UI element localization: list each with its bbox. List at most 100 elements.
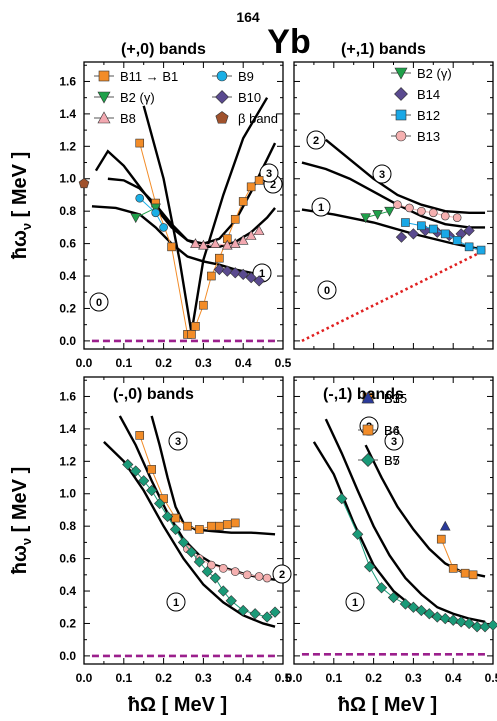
x-tick-label: 0.1 [325, 671, 342, 685]
data-point [185, 546, 198, 558]
legend-marker [361, 453, 375, 467]
series-b4 [183, 544, 272, 583]
data-point [363, 561, 376, 573]
data-point [225, 595, 237, 607]
data-point [229, 238, 241, 248]
data-point [440, 229, 450, 239]
legend-label: β band [238, 111, 278, 126]
series--band [78, 178, 90, 189]
legend-label: B13 [417, 129, 440, 144]
series-b8 [190, 225, 265, 250]
series-b11-b1 [135, 138, 264, 339]
curve-label-bubble [317, 280, 337, 300]
data-point [135, 431, 145, 440]
legend-label: B15 [384, 391, 407, 406]
x-tick-label: 0.4 [445, 671, 462, 685]
data-point [384, 206, 395, 217]
data-point [190, 238, 201, 248]
x-tick-label: 0.1 [115, 356, 132, 370]
legend-label: B5 [384, 453, 400, 468]
y-tick-label: 0.2 [59, 301, 76, 315]
data-point [222, 520, 232, 529]
curve-label-bubble [272, 564, 292, 584]
x-tick-label: 0.2 [365, 671, 382, 685]
data-point [221, 239, 233, 250]
legend-marker [395, 130, 407, 142]
curve-label: 2 [270, 179, 276, 191]
data-point [468, 570, 478, 580]
x-axis-label: ħΩ [ MeV ] [338, 694, 437, 716]
curve-label-bubble [384, 431, 404, 451]
data-point [399, 598, 412, 610]
theory-curve-1 [91, 205, 268, 279]
series-b6 [436, 534, 478, 580]
legend-label: B6 [384, 423, 400, 438]
data-point [198, 239, 209, 250]
data-point [207, 271, 216, 281]
data-point [261, 611, 273, 623]
data-point [193, 556, 206, 568]
curve-label: 2 [279, 569, 285, 581]
data-point [177, 536, 190, 549]
x-tick-label: 0.3 [195, 356, 212, 370]
legend-marker [97, 111, 111, 124]
data-point [221, 265, 233, 277]
x-tick-label: 0.2 [155, 671, 172, 685]
curve-label: 3 [175, 436, 181, 448]
legend-marker [362, 424, 374, 436]
series-b2- [130, 203, 161, 224]
data-point [153, 497, 166, 510]
panel-1: 0.0 0.1 0.2 0.3 0.4 0.5 0.0 0.2 0.4 0.6 0.8 1.0 1.2 1… [9, 41, 292, 370]
data-point [219, 564, 228, 573]
x-tick-label: 0.4 [235, 671, 252, 685]
series-b3 [135, 431, 240, 534]
data-point [352, 528, 364, 540]
legend-marker [97, 91, 111, 104]
data-point [199, 300, 208, 310]
data-point [213, 263, 225, 276]
curve-label: 1 [259, 268, 265, 280]
legend-label: B7 [384, 453, 400, 468]
x-tick-label: 0.4 [235, 356, 252, 370]
data-point [138, 475, 150, 487]
data-point [237, 604, 249, 617]
y-tick-label: 1.4 [59, 422, 76, 436]
legend-label: B11 → B1 [120, 69, 178, 84]
legend-label: B2 (γ) [417, 66, 452, 81]
legend-label: B10 [238, 90, 261, 105]
x-tick-label: 0.3 [195, 671, 212, 685]
panel-title: (-,1) bands [323, 386, 404, 403]
series-b7 [336, 492, 497, 633]
theory-curve-3 [94, 142, 277, 245]
x-tick-label: 0.3 [405, 671, 422, 685]
curve-label: 1 [352, 597, 358, 609]
curve-label: 0 [96, 297, 102, 309]
data-point [464, 242, 474, 252]
data-point [169, 523, 182, 536]
data-point [215, 253, 224, 263]
x-axis-label: ħΩ [ MeV ] [128, 694, 227, 716]
y-tick-label: 1.0 [59, 172, 76, 186]
data-point [122, 458, 134, 471]
curve-label: 3 [391, 436, 397, 448]
y-tick-label: 0.4 [59, 584, 76, 598]
data-point [269, 606, 281, 618]
legend-marker [215, 90, 229, 104]
data-point [448, 564, 458, 573]
data-point [372, 210, 383, 220]
y-tick-label: 1.6 [59, 389, 76, 403]
legend-label: B9 [238, 69, 254, 84]
data-point [360, 213, 371, 224]
data-point [455, 616, 467, 628]
data-point [245, 272, 257, 284]
data-point [405, 203, 414, 213]
y-tick-label: 0.6 [59, 237, 76, 251]
theory-curve [142, 97, 269, 333]
figure-title-mass: 164 [236, 9, 260, 25]
y-tick-label: 0.6 [59, 552, 76, 566]
data-point [463, 617, 475, 630]
data-point [476, 245, 486, 255]
data-point [195, 525, 204, 534]
y-tick-label: 0.2 [59, 616, 76, 630]
